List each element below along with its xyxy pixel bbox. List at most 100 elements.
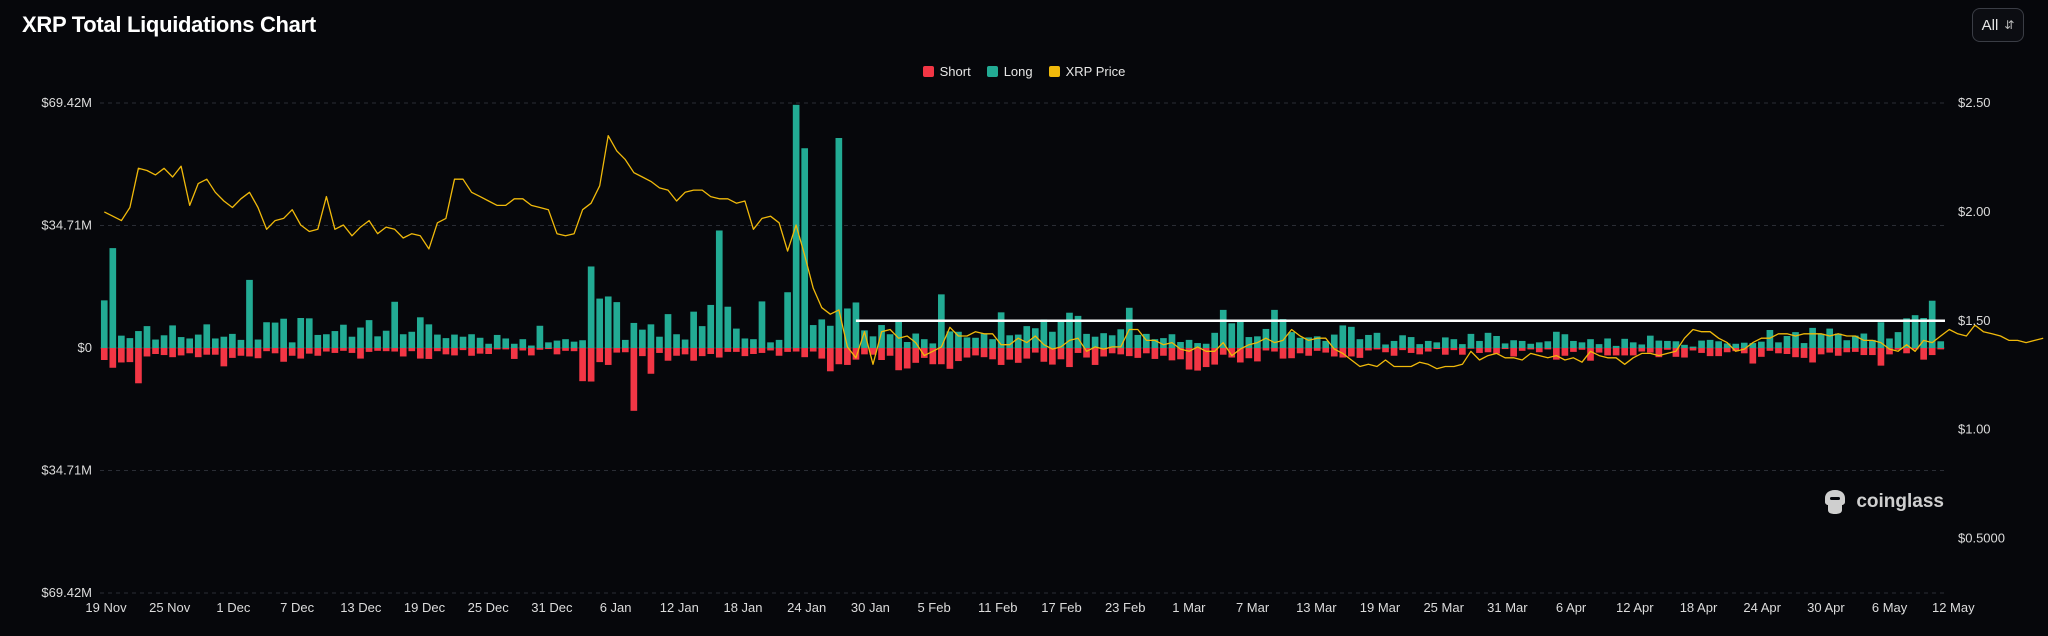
long-bar (741, 338, 749, 348)
legend-label-short: Short (939, 64, 971, 79)
long-bar (1886, 338, 1893, 348)
left-axis-ticks: $69.42M $34.71M $0 $34.71M $69.42M (41, 95, 92, 600)
short-bar (1792, 348, 1799, 358)
short-bar (1023, 348, 1031, 359)
long-bar (733, 328, 740, 348)
short-bar (425, 348, 433, 359)
long-bar (1894, 332, 1902, 348)
short-bar (1493, 348, 1500, 354)
legend-item-long[interactable]: Long (986, 64, 1033, 79)
long-bar (510, 343, 518, 348)
long-bar (801, 148, 809, 348)
long-bar (280, 318, 287, 348)
long-bar (1245, 337, 1253, 348)
long-bar (1382, 344, 1389, 348)
long-bar (254, 339, 262, 348)
x-axis-tick-label: 25 Mar (1423, 600, 1464, 615)
long-bar (1928, 300, 1936, 348)
coinglass-logo-icon (1825, 490, 1846, 514)
short-bar (135, 348, 142, 384)
short-bar (1595, 348, 1603, 353)
short-bar (938, 348, 945, 365)
short-bar (1834, 348, 1842, 356)
long-bar (1672, 341, 1680, 348)
long-bar (1322, 340, 1330, 348)
long-bar (767, 342, 774, 348)
long-bar (288, 342, 296, 348)
short-bar (152, 348, 159, 354)
range-select[interactable]: All ⇵ (1972, 8, 2024, 42)
long-bar (1416, 344, 1424, 348)
long-bar (690, 311, 697, 348)
short-bar (656, 348, 663, 353)
short-bar (724, 348, 732, 352)
x-axis-tick-label: 24 Apr (1743, 600, 1781, 615)
short-bar (348, 348, 356, 353)
short-bar (809, 348, 817, 352)
short-bar (1407, 348, 1415, 353)
short-bar (562, 348, 569, 351)
short-bar (1715, 348, 1722, 357)
short-bar (314, 348, 322, 356)
short-bar (1330, 348, 1338, 357)
long-bar (493, 334, 501, 348)
short-bar (801, 348, 809, 358)
long-bar (1561, 334, 1569, 348)
short-bar (1006, 348, 1014, 360)
short-bar (331, 348, 339, 353)
long-bar (459, 336, 467, 348)
long-bar (1535, 342, 1543, 348)
long-bar (118, 335, 125, 348)
short-bar (280, 348, 287, 362)
x-axis-tick-label: 6 Apr (1556, 600, 1587, 615)
short-bar (1723, 348, 1731, 353)
long-bar (1903, 318, 1910, 348)
chart-grid (100, 102, 1945, 594)
short-bar (1894, 348, 1902, 350)
short-bar (1160, 348, 1167, 356)
right-axis-tick-label: $1.00 (1958, 422, 1991, 437)
long-bar (1570, 340, 1577, 348)
long-bar (886, 334, 894, 348)
long-bar (357, 327, 364, 348)
short-bar (186, 348, 194, 354)
long-bar (1407, 337, 1415, 348)
long-bar (553, 340, 561, 348)
long-bar (1040, 319, 1048, 348)
short-bar (980, 348, 988, 358)
short-bar (1501, 348, 1509, 350)
long-bar (297, 318, 305, 348)
legend-item-short[interactable]: Short (922, 64, 971, 79)
short-bar (750, 348, 757, 354)
x-axis-tick-label: 30 Jan (851, 600, 890, 615)
long-bar (1211, 332, 1219, 348)
short-bar (1920, 348, 1927, 360)
long-bar (570, 341, 578, 348)
short-bar (229, 348, 236, 358)
long-bar (331, 331, 339, 348)
short-bar (1800, 348, 1808, 358)
long-bar (220, 336, 228, 348)
long-bar (1723, 343, 1731, 348)
long-bar (1587, 339, 1594, 348)
long-bar (211, 338, 219, 348)
long-bar (1031, 328, 1039, 348)
short-bar (519, 348, 527, 351)
legend-swatch-long (986, 66, 998, 77)
short-bar (297, 348, 305, 359)
short-bar (579, 348, 586, 382)
short-bar (1740, 348, 1748, 354)
long-bar (750, 339, 757, 348)
short-bar (1049, 348, 1056, 365)
short-bar (861, 348, 868, 355)
short-bar (1185, 348, 1193, 370)
long-bar (1433, 342, 1441, 348)
x-axis-tick-label: 1 Mar (1172, 600, 1206, 615)
short-bar (1100, 348, 1107, 357)
left-axis-tick-label: $0 (78, 340, 92, 355)
short-bar (1066, 348, 1073, 368)
long-bar (485, 343, 492, 348)
long-bar (434, 334, 441, 348)
legend-item-xrp-price[interactable]: XRP Price (1048, 64, 1125, 79)
long-bar (374, 336, 381, 348)
